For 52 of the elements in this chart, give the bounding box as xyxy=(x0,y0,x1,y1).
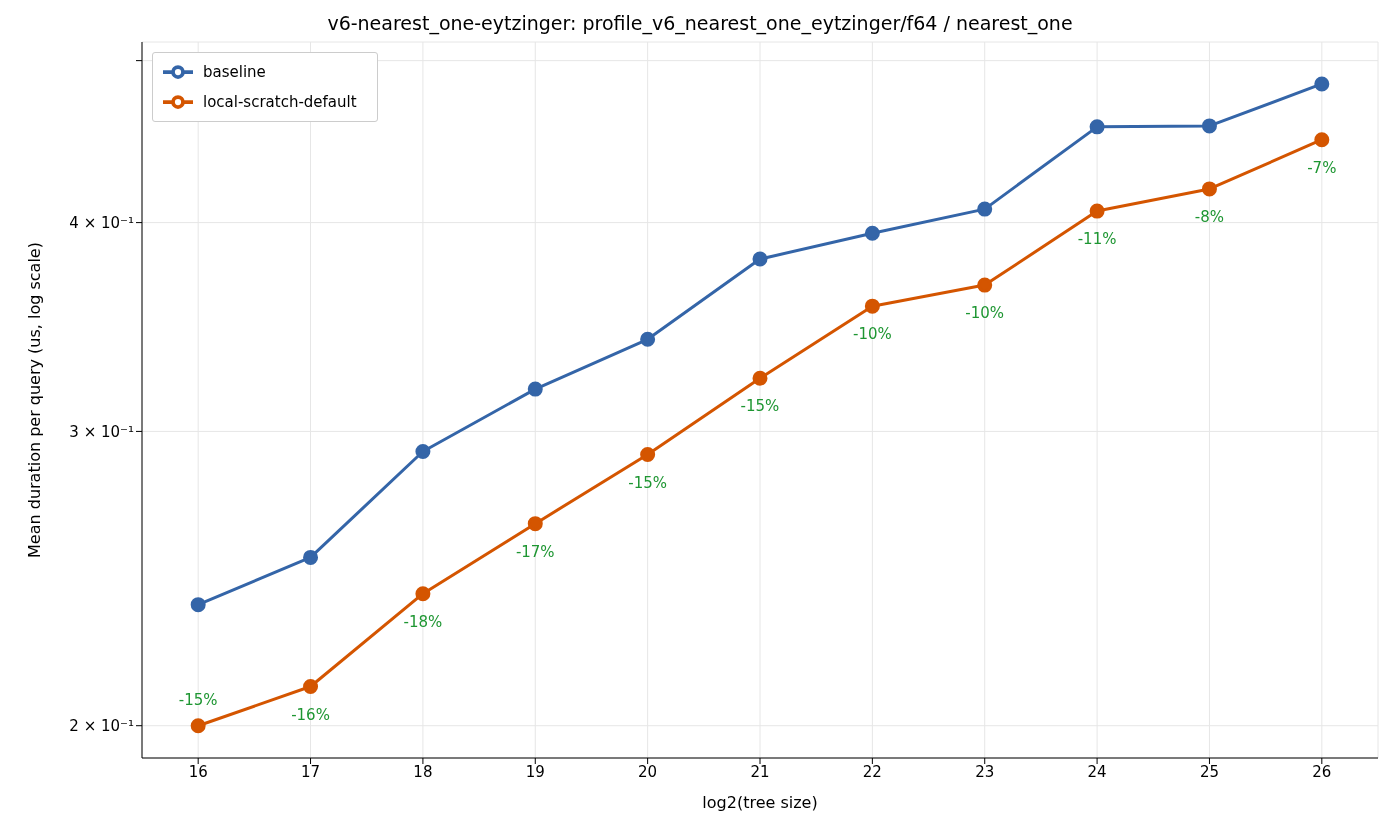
x-tick-label: 16 xyxy=(188,762,208,781)
annotation: -7% xyxy=(1307,158,1337,177)
annotation: -15% xyxy=(178,690,218,709)
annotation: -10% xyxy=(965,304,1005,323)
x-tick-label: 21 xyxy=(750,762,770,781)
annotation: -17% xyxy=(515,542,555,561)
x-axis-title: log2(tree size) xyxy=(702,793,818,812)
chart-title: v6-nearest_one-eytzinger: profile_v6_nearest_one_eytzinger/f64 / nearest_one xyxy=(327,12,1073,35)
point xyxy=(415,444,431,460)
point xyxy=(1201,181,1217,197)
point xyxy=(1314,132,1330,148)
point xyxy=(1089,203,1105,219)
annotation: -15% xyxy=(740,397,780,416)
x-tick-label: 18 xyxy=(413,762,433,781)
point xyxy=(864,225,880,241)
annotation: -18% xyxy=(403,612,443,631)
x-tick-label: 20 xyxy=(638,762,658,781)
point xyxy=(190,597,206,613)
point xyxy=(977,201,993,217)
annotation: -11% xyxy=(1077,230,1117,249)
annotation: -8% xyxy=(1194,208,1225,227)
x-tick-label: 24 xyxy=(1087,762,1107,781)
point xyxy=(752,370,768,386)
x-tick-label: 26 xyxy=(1312,762,1332,781)
point xyxy=(864,298,880,314)
x-tick-label: 17 xyxy=(301,762,321,781)
point xyxy=(1201,118,1217,134)
x-tick-label: 25 xyxy=(1199,762,1219,781)
annotation: -10% xyxy=(852,325,892,344)
annotation: -15% xyxy=(628,473,668,492)
legend-label: baseline xyxy=(203,62,266,81)
point xyxy=(415,586,431,602)
point xyxy=(1089,119,1105,135)
point xyxy=(527,381,543,397)
y-tick-label: 2 × 10⁻¹ xyxy=(69,716,134,735)
point xyxy=(752,251,768,267)
point xyxy=(1314,76,1330,92)
x-tick-label: 23 xyxy=(975,762,995,781)
point xyxy=(640,331,656,347)
annotation: -16% xyxy=(291,705,330,724)
point xyxy=(190,718,206,734)
point xyxy=(303,549,319,565)
point xyxy=(527,516,543,532)
point xyxy=(303,679,319,695)
legend-label: local-scratch-default xyxy=(203,92,357,111)
y-tick-label: 3 × 10⁻¹ xyxy=(69,422,134,441)
point xyxy=(977,277,993,293)
x-tick-label: 19 xyxy=(525,762,545,781)
point xyxy=(640,447,656,463)
x-tick-label: 22 xyxy=(862,762,882,781)
y-tick-label: 4 × 10⁻¹ xyxy=(69,213,134,232)
y-axis-title: Mean duration per query (us, log scale) xyxy=(24,242,44,558)
